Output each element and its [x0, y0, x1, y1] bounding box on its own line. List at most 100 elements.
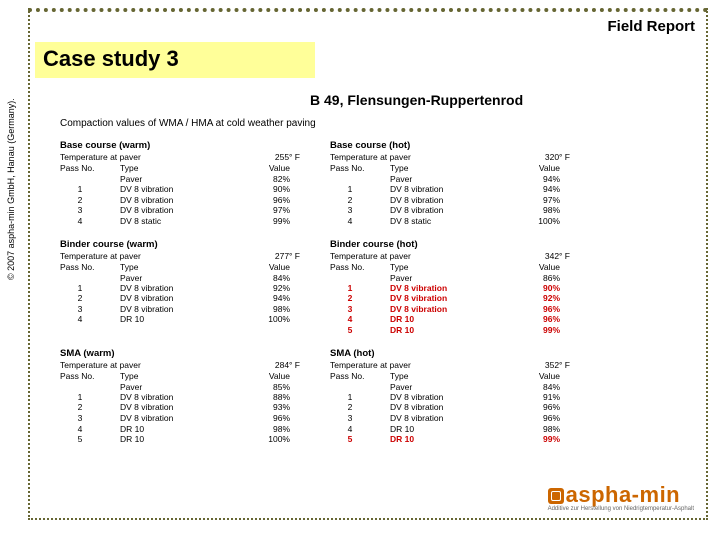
pass-type: DR 10 [390, 314, 500, 325]
pass-no: 2 [330, 402, 390, 413]
paver-value: 85% [230, 382, 290, 392]
header-row: Pass No. Type Value [330, 371, 570, 381]
temp-row: Temperature at paver 320° F [330, 152, 570, 162]
pass-value: 96% [500, 413, 560, 424]
pass-value: 97% [230, 205, 290, 216]
pass-no: 1 [60, 392, 120, 403]
col-header: Pass No. [330, 262, 390, 272]
pass-value: 100% [500, 216, 560, 227]
logo-text: aspha-min [548, 482, 694, 508]
paver-value: 84% [230, 273, 290, 283]
brand-logo: aspha-min Additive zur Herstellung von N… [548, 482, 694, 512]
pass-no: 3 [60, 205, 120, 216]
table-row: 4 DR 10 98% [60, 424, 300, 435]
table-row: 2 DV 8 vibration 92% [330, 293, 570, 304]
pass-no: 3 [330, 304, 390, 315]
col-header: Pass No. [330, 371, 390, 381]
temp-value: 342° F [545, 251, 570, 261]
pass-no: 4 [330, 314, 390, 325]
temp-label: Temperature at paver [330, 251, 411, 261]
temp-label: Temperature at paver [60, 152, 141, 162]
pass-type: DV 8 vibration [390, 392, 500, 403]
table-row: 5 DR 10 100% [60, 434, 300, 445]
title-block: Case study 3 [35, 42, 315, 78]
table-row: 4 DR 10 96% [330, 314, 570, 325]
section-pair: SMA (warm) Temperature at paver 284° F P… [60, 348, 590, 445]
table-row: 4 DR 10 98% [330, 424, 570, 435]
paver-label: Paver [390, 382, 500, 392]
table-row: 1 DV 8 vibration 88% [60, 392, 300, 403]
pass-type: DV 8 vibration [120, 304, 230, 315]
col-header: Value [500, 371, 560, 381]
pass-value: 100% [230, 314, 290, 325]
logo-tagline: Additive zur Herstellung von Niedrigtemp… [548, 506, 694, 512]
temp-row: Temperature at paver 352° F [330, 360, 570, 370]
data-column: SMA (hot) Temperature at paver 352° F Pa… [330, 348, 570, 445]
col-header: Value [230, 371, 290, 381]
pass-value: 98% [230, 304, 290, 315]
header-row: Pass No. Type Value [330, 163, 570, 173]
paver-value: 84% [500, 382, 560, 392]
table-row: 2 DV 8 vibration 96% [330, 402, 570, 413]
table-row: 2 DV 8 vibration 96% [60, 195, 300, 206]
section-title: Binder course (warm) [60, 239, 300, 250]
header-row: Pass No. Type Value [330, 262, 570, 272]
table-row: 1 DV 8 vibration 90% [330, 283, 570, 294]
pass-value: 94% [500, 184, 560, 195]
table-row: 3 DV 8 vibration 97% [60, 205, 300, 216]
pass-type: DV 8 vibration [390, 304, 500, 315]
pass-type: DR 10 [120, 314, 230, 325]
table-row: 5 DR 10 99% [330, 434, 570, 445]
pass-value: 90% [230, 184, 290, 195]
pass-type: DR 10 [120, 434, 230, 445]
table-row: 1 DV 8 vibration 92% [60, 283, 300, 294]
pass-type: DR 10 [390, 424, 500, 435]
pass-value: 91% [500, 392, 560, 403]
pass-no: 5 [330, 325, 390, 336]
pass-value: 98% [230, 424, 290, 435]
copyright: © 2007 aspha-min GmbH, Hanau (Germany). [6, 98, 16, 280]
pass-no: 3 [330, 413, 390, 424]
paver-value: 82% [230, 174, 290, 184]
col-header: Type [120, 262, 230, 272]
pass-no: 2 [330, 293, 390, 304]
header-row: Pass No. Type Value [60, 163, 300, 173]
paver-label: Paver [390, 273, 500, 283]
table-row: 2 DV 8 vibration 93% [60, 402, 300, 413]
paver-row: Paver 85% [60, 382, 300, 392]
pass-type: DR 10 [390, 325, 500, 336]
data-column: SMA (warm) Temperature at paver 284° F P… [60, 348, 300, 445]
col-header: Value [230, 262, 290, 272]
paver-label: Paver [120, 382, 230, 392]
pass-type: DV 8 vibration [390, 184, 500, 195]
section-title: SMA (warm) [60, 348, 300, 359]
pass-value: 96% [500, 402, 560, 413]
logo-icon [548, 488, 564, 504]
col-header: Pass No. [60, 262, 120, 272]
table-row: 3 DV 8 vibration 98% [60, 304, 300, 315]
pass-no: 4 [330, 424, 390, 435]
temp-label: Temperature at paver [60, 251, 141, 261]
data-column: Base course (warm) Temperature at paver … [60, 140, 300, 227]
temp-value: 255° F [275, 152, 300, 162]
table-row: 2 DV 8 vibration 94% [60, 293, 300, 304]
table-row: 1 DV 8 vibration 90% [60, 184, 300, 195]
section-pair: Binder course (warm) Temperature at pave… [60, 239, 590, 336]
header-row: Pass No. Type Value [60, 371, 300, 381]
paver-label: Paver [390, 174, 500, 184]
pass-value: 99% [500, 325, 560, 336]
col-header: Pass No. [60, 163, 120, 173]
pass-type: DV 8 vibration [390, 195, 500, 206]
pass-value: 92% [500, 293, 560, 304]
table-row: 3 DV 8 vibration 98% [330, 205, 570, 216]
pass-value: 94% [230, 293, 290, 304]
pass-no: 4 [330, 216, 390, 227]
temp-label: Temperature at paver [330, 360, 411, 370]
paver-value: 86% [500, 273, 560, 283]
pass-type: DV 8 vibration [120, 205, 230, 216]
col-header: Pass No. [330, 163, 390, 173]
col-header: Type [390, 262, 500, 272]
pass-value: 88% [230, 392, 290, 403]
table-row: 3 DV 8 vibration 96% [330, 413, 570, 424]
pass-value: 90% [500, 283, 560, 294]
